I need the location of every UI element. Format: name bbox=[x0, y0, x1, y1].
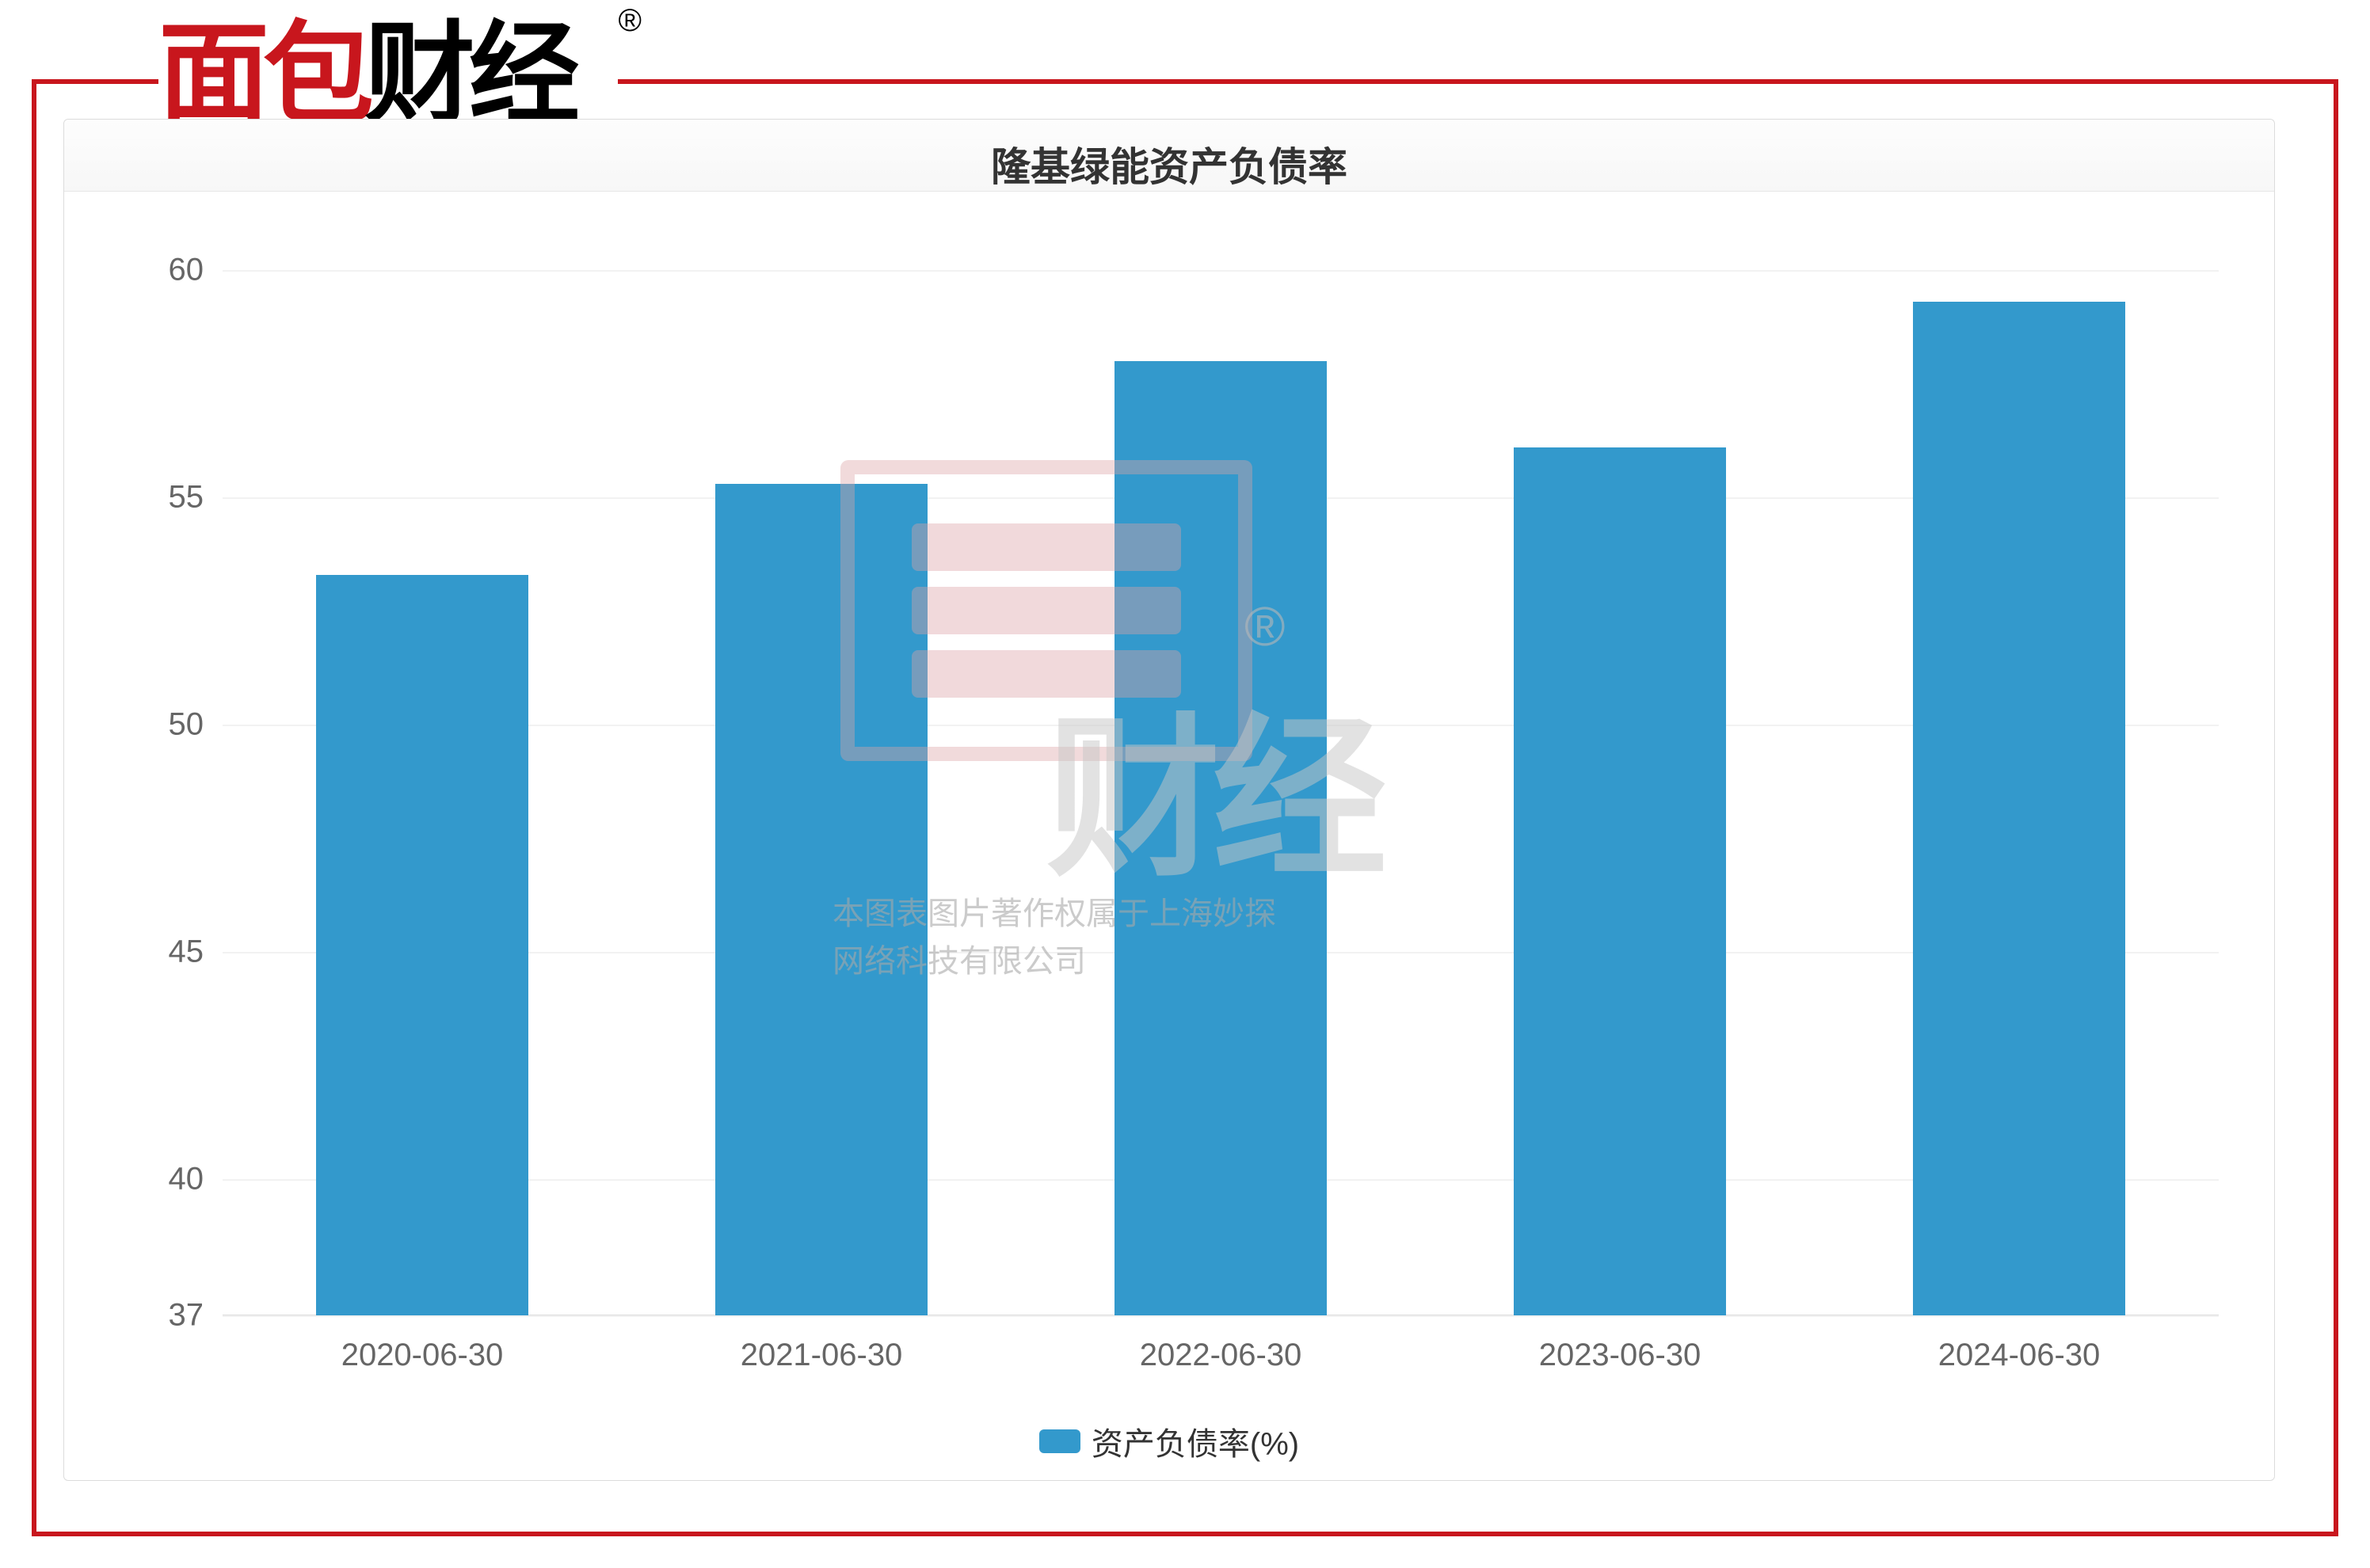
y-tick-label: 50 bbox=[169, 706, 204, 742]
legend-item: 资产负债率(%) bbox=[1039, 1418, 1299, 1464]
x-tick-label: 2020-06-30 bbox=[341, 1338, 504, 1373]
x-tick-label: 2023-06-30 bbox=[1539, 1338, 1701, 1373]
chart-panel: 隆基绿能资产负债率 3740455055602020-06-302021-06-… bbox=[63, 119, 2275, 1481]
gridline bbox=[223, 270, 2219, 272]
x-tick-label: 2022-06-30 bbox=[1140, 1338, 1302, 1373]
logo-red-text: 面包 bbox=[158, 19, 368, 130]
logo-black-text: 财经 bbox=[364, 19, 573, 130]
y-tick-label: 40 bbox=[169, 1161, 204, 1197]
y-tick-label: 45 bbox=[169, 934, 204, 969]
legend-label: 资产负债率(%) bbox=[1092, 1418, 1299, 1464]
x-tick-label: 2021-06-30 bbox=[741, 1338, 903, 1373]
y-tick-label: 37 bbox=[169, 1298, 204, 1334]
bar bbox=[1514, 447, 1725, 1315]
bar bbox=[715, 484, 927, 1315]
chart-title: 隆基绿能资产负债率 bbox=[64, 135, 2274, 192]
registered-icon: ® bbox=[619, 3, 642, 39]
bar bbox=[316, 575, 528, 1315]
bar bbox=[1913, 302, 2124, 1315]
x-tick-label: 2024-06-30 bbox=[1938, 1338, 2101, 1373]
y-tick-label: 60 bbox=[169, 253, 204, 288]
bar bbox=[1115, 361, 1326, 1315]
plot-area: 3740455055602020-06-302021-06-302022-06-… bbox=[223, 270, 2219, 1315]
legend-swatch-icon bbox=[1039, 1429, 1080, 1453]
legend: 资产负债率(%) bbox=[64, 1418, 2274, 1464]
gridline bbox=[223, 1315, 2219, 1317]
y-tick-label: 55 bbox=[169, 479, 204, 515]
